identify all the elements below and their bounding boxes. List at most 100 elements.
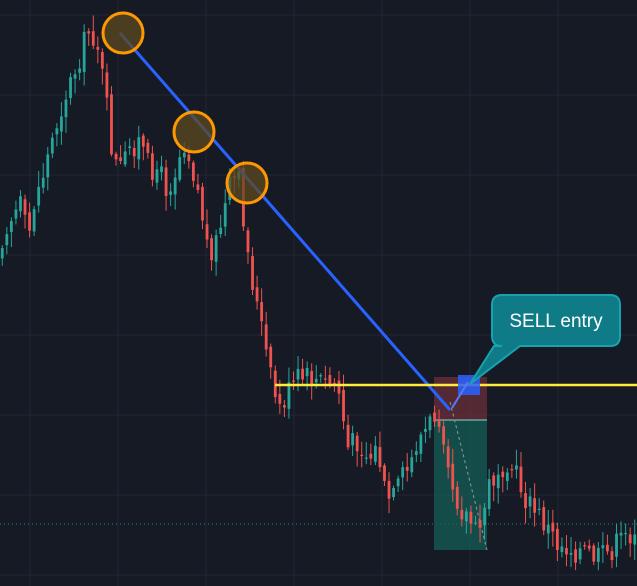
- candle-body-32: [146, 142, 150, 153]
- candle-body-114: [519, 466, 523, 493]
- candle-body-126: [574, 549, 577, 563]
- candle-body-101: [460, 509, 464, 520]
- candle-body-46: [210, 238, 213, 261]
- touch-circle-0: [101, 11, 145, 55]
- candle-body-17: [78, 68, 82, 73]
- candle-body-94: [428, 416, 432, 431]
- candle-body-80: [364, 457, 368, 459]
- candle-body-67: [305, 367, 309, 377]
- take-profit-zone: [434, 420, 487, 550]
- candle-body-48: [219, 227, 223, 235]
- sell-entry-callout[interactable]: SELL entry: [469, 294, 621, 385]
- candle-body-83: [378, 447, 382, 468]
- candle-body-43: [196, 184, 200, 190]
- candle-body-9: [41, 177, 45, 188]
- candle-body-45: [205, 224, 209, 240]
- candle-body-91: [414, 451, 418, 455]
- candles: [0, 15, 637, 571]
- candle-body-76: [346, 424, 350, 448]
- candle-body-136: [619, 532, 623, 536]
- candle-body-2: [9, 221, 13, 233]
- entry-arrow: [451, 381, 469, 409]
- candle-body-12: [55, 128, 59, 135]
- candle-body-15: [69, 77, 72, 98]
- candle-body-139: [633, 534, 637, 545]
- candle-body-74: [337, 380, 341, 394]
- candle-body-116: [528, 496, 532, 507]
- candle-body-75: [342, 389, 345, 422]
- candle-body-79: [360, 454, 364, 456]
- candle-body-112: [510, 469, 514, 471]
- candle-body-20: [91, 31, 95, 46]
- candle-body-115: [524, 493, 527, 509]
- candle-body-13: [60, 116, 63, 132]
- candle-body-41: [187, 154, 191, 162]
- candle-body-92: [419, 434, 423, 454]
- candle-body-111: [505, 472, 509, 481]
- candle-body-23: [105, 72, 109, 98]
- candle-body-11: [50, 137, 54, 154]
- candle-body-6: [28, 212, 31, 231]
- candle-body-18: [82, 31, 86, 72]
- candle-body-123: [560, 546, 564, 553]
- candle-body-61: [278, 393, 282, 404]
- candle-body-81: [369, 453, 373, 459]
- candle-body-97: [442, 426, 446, 445]
- candle-body-118: [537, 508, 541, 511]
- candle-body-82: [373, 445, 377, 462]
- candle-body-122: [555, 528, 559, 550]
- candle-body-16: [73, 74, 77, 79]
- candle-body-70: [319, 375, 323, 377]
- candle-body-85: [387, 480, 391, 499]
- candle-body-106: [483, 507, 486, 526]
- candle-body-117: [533, 498, 537, 513]
- candle-body-38: [173, 177, 177, 195]
- candle-body-72: [328, 375, 332, 385]
- candle-body-1: [5, 234, 9, 246]
- trendline: [118, 32, 452, 411]
- candle-body-58: [264, 324, 268, 350]
- candle-body-47: [214, 235, 218, 262]
- candle-body-73: [333, 382, 336, 385]
- candle-body-35: [160, 166, 163, 173]
- candle-body-134: [610, 551, 614, 561]
- candle-body-3: [14, 209, 18, 219]
- candle-body-138: [628, 534, 632, 544]
- callout-bubble[interactable]: [469, 294, 621, 385]
- candle-body-127: [578, 548, 582, 560]
- candle-body-0: [0, 248, 4, 259]
- candle-body-131: [596, 547, 600, 562]
- candle-body-30: [137, 137, 141, 160]
- candle-body-110: [501, 471, 505, 478]
- candle-body-29: [132, 147, 136, 157]
- touch-circles: [101, 11, 269, 205]
- candle-body-95: [433, 412, 436, 422]
- candle-body-125: [569, 552, 573, 555]
- candle-body-124: [565, 548, 568, 555]
- candle-body-84: [383, 465, 386, 482]
- candle-body-49: [223, 203, 227, 227]
- candle-body-7: [32, 209, 36, 232]
- candle-body-78: [355, 435, 359, 452]
- candle-body-93: [424, 428, 427, 432]
- candle-body-34: [155, 169, 159, 183]
- candle-body-39: [178, 157, 182, 180]
- candle-body-8: [37, 186, 41, 206]
- candle-body-135: [615, 533, 618, 557]
- candle-body-63: [287, 382, 291, 409]
- candle-body-96: [437, 420, 441, 427]
- candle-body-21: [96, 46, 100, 50]
- candle-body-37: [169, 191, 173, 195]
- candle-body-27: [123, 151, 127, 165]
- candle-body-129: [587, 545, 591, 549]
- candle-body-10: [46, 154, 50, 178]
- candle-body-19: [87, 31, 91, 34]
- candle-body-77: [351, 433, 355, 446]
- candle-body-120: [546, 524, 550, 534]
- candle-body-121: [551, 522, 555, 532]
- candle-body-65: [296, 368, 300, 380]
- candle-body-42: [191, 162, 195, 181]
- candle-body-105: [478, 519, 482, 528]
